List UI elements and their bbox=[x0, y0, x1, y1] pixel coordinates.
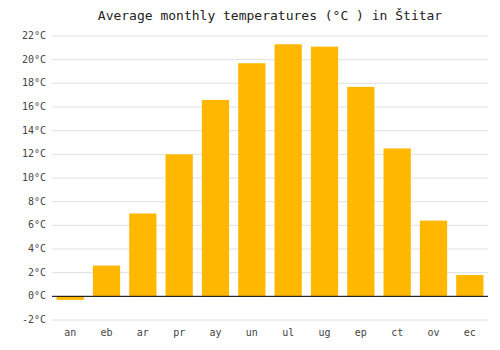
grid-line bbox=[52, 320, 488, 321]
x-tick-label: an bbox=[64, 327, 76, 338]
y-tick-label: 4°C bbox=[28, 243, 46, 254]
y-tick-label: 18°C bbox=[22, 77, 46, 88]
y-tick-label: 16°C bbox=[22, 101, 46, 112]
grid-line bbox=[52, 36, 488, 37]
y-tick-label: 2°C bbox=[28, 267, 46, 278]
y-tick-label: 12°C bbox=[22, 148, 46, 159]
y-axis: -2°C 0°C 2°C 4°C 6°C 8°C 10°C 12°C 14°C 16°C 18°C 2… bbox=[22, 30, 46, 325]
y-tick-label: 6°C bbox=[28, 219, 46, 230]
grid-line bbox=[52, 201, 488, 202]
bar bbox=[238, 63, 265, 296]
x-tick-label: ug bbox=[318, 327, 330, 338]
x-tick-label: ay bbox=[209, 327, 221, 338]
y-tick-label: 10°C bbox=[22, 172, 46, 183]
grid-line bbox=[52, 59, 488, 60]
bar bbox=[275, 44, 302, 296]
x-tick-label: eb bbox=[100, 327, 112, 338]
grid-line bbox=[52, 107, 488, 108]
bar bbox=[57, 296, 84, 300]
baseline bbox=[52, 296, 488, 297]
x-tick-label: un bbox=[246, 327, 258, 338]
y-tick-label: -2°C bbox=[22, 314, 46, 325]
bar bbox=[420, 221, 447, 297]
y-tick-label: 20°C bbox=[22, 54, 46, 65]
chart: -2°C 0°C 2°C 4°C 6°C 8°C 10°C 12°C 14°C 16°C 18°C 2… bbox=[0, 0, 500, 350]
x-tick-label: ov bbox=[427, 327, 439, 338]
title: Average monthly temperatures (°C ) in Št… bbox=[98, 8, 443, 23]
y-tick-label: 22°C bbox=[22, 30, 46, 41]
bar bbox=[202, 100, 229, 296]
x-tick-label: ep bbox=[355, 327, 367, 338]
bar bbox=[347, 87, 374, 296]
x-tick-label: ct bbox=[391, 327, 403, 338]
y-tick-label: 0°C bbox=[28, 290, 46, 301]
bar bbox=[166, 154, 193, 296]
x-axis: an eb ar pr ay un ul ug ep ct ov ec bbox=[64, 327, 476, 338]
bar bbox=[129, 214, 156, 297]
grid bbox=[52, 36, 488, 320]
bar bbox=[311, 47, 338, 297]
grid-line bbox=[52, 154, 488, 155]
y-tick-label: 8°C bbox=[28, 196, 46, 207]
y-tick-label: 14°C bbox=[22, 125, 46, 136]
grid-line bbox=[52, 83, 488, 84]
bar bbox=[384, 148, 411, 296]
x-tick-label: ar bbox=[137, 327, 149, 338]
grid-line bbox=[52, 130, 488, 131]
x-tick-label: ul bbox=[282, 327, 294, 338]
bars bbox=[57, 44, 484, 300]
bar bbox=[456, 275, 483, 296]
grid-line bbox=[52, 178, 488, 179]
grid-line bbox=[52, 296, 488, 297]
x-tick-label: ec bbox=[464, 327, 476, 338]
x-tick-label: pr bbox=[173, 327, 185, 338]
bar bbox=[93, 266, 120, 297]
